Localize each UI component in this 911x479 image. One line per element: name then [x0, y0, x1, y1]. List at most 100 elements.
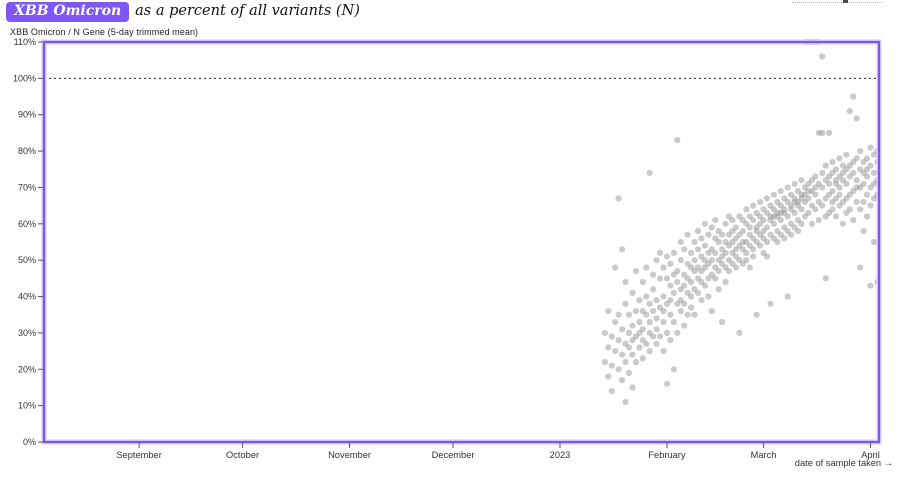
scatter-point[interactable]: [612, 318, 619, 326]
scatter-point[interactable]: [750, 246, 757, 253]
scatter-point[interactable]: [829, 188, 836, 195]
scatter-point[interactable]: [670, 318, 678, 326]
scatter-point[interactable]: [857, 264, 864, 271]
scatter-point[interactable]: [722, 249, 729, 256]
scatter-point[interactable]: [701, 282, 709, 289]
scatter-point[interactable]: [650, 286, 657, 293]
scatter-point[interactable]: [636, 297, 643, 304]
scatter-point[interactable]: [753, 311, 760, 318]
scatter-point[interactable]: [798, 206, 805, 213]
scatter-point[interactable]: [863, 213, 871, 220]
scatter-point[interactable]: [650, 271, 657, 278]
scatter-point[interactable]: [646, 318, 653, 326]
scatter-point[interactable]: [622, 358, 629, 366]
scatter-point[interactable]: [822, 162, 829, 169]
scatter-point[interactable]: [660, 308, 667, 315]
scatter-point[interactable]: [763, 253, 771, 260]
scatter-point[interactable]: [605, 373, 612, 380]
scatter-point[interactable]: [643, 264, 650, 271]
scatter-point[interactable]: [750, 202, 757, 209]
scatter-point[interactable]: [646, 300, 653, 307]
scatter-point[interactable]: [632, 308, 640, 315]
scatter-point[interactable]: [698, 235, 705, 242]
scatter-point[interactable]: [819, 169, 826, 176]
scatter-point[interactable]: [701, 242, 709, 249]
scatter-point[interactable]: [722, 220, 729, 227]
scatter-point[interactable]: [705, 293, 712, 300]
scatter-point[interactable]: [601, 329, 609, 336]
scatter-point[interactable]: [860, 228, 867, 235]
scatter-point[interactable]: [650, 308, 657, 315]
scatter-point[interactable]: [805, 195, 812, 202]
scatter-point[interactable]: [763, 238, 771, 246]
scatter-point[interactable]: [643, 293, 650, 300]
scatter-point[interactable]: [763, 224, 771, 231]
scatter-point[interactable]: [746, 224, 753, 231]
scatter-point[interactable]: [667, 260, 674, 267]
scatter-point[interactable]: [653, 340, 660, 347]
scatter-point[interactable]: [663, 329, 671, 336]
scatter-point[interactable]: [660, 264, 667, 271]
scatter-point[interactable]: [629, 322, 636, 329]
scatter-point[interactable]: [791, 180, 798, 187]
scatter-points[interactable]: [601, 39, 884, 406]
scatter-point[interactable]: [670, 289, 678, 296]
scatter-point[interactable]: [784, 184, 791, 191]
scatter-point[interactable]: [656, 249, 664, 256]
scatter-point[interactable]: [860, 180, 867, 187]
scatter-point[interactable]: [781, 206, 788, 213]
scatter-point[interactable]: [857, 206, 864, 213]
scatter-point[interactable]: [870, 169, 878, 176]
scatter-point[interactable]: [674, 137, 681, 144]
scatter-point[interactable]: [636, 318, 643, 326]
scatter-point[interactable]: [850, 217, 857, 224]
scatter-point[interactable]: [746, 264, 753, 271]
scatter-point[interactable]: [829, 158, 836, 166]
scatter-point[interactable]: [853, 198, 860, 206]
scatter-point[interactable]: [867, 162, 874, 169]
scatter-point[interactable]: [781, 235, 788, 242]
scatter-point[interactable]: [767, 300, 774, 307]
scatter-point[interactable]: [777, 188, 784, 195]
scatter-point[interactable]: [636, 344, 643, 351]
scatter-point[interactable]: [615, 195, 622, 202]
scatter-point[interactable]: [715, 286, 722, 293]
scatter-point[interactable]: [688, 249, 695, 256]
scatter-point[interactable]: [625, 344, 633, 351]
scatter-point[interactable]: [836, 191, 843, 198]
scatter-point[interactable]: [763, 195, 771, 202]
scatter-point[interactable]: [853, 177, 860, 184]
scatter-point[interactable]: [694, 228, 702, 235]
scatter-point[interactable]: [625, 369, 633, 376]
scatter-point[interactable]: [832, 213, 840, 220]
scatter-point[interactable]: [691, 257, 698, 264]
scatter-point[interactable]: [805, 209, 812, 216]
scatter-point[interactable]: [646, 348, 653, 355]
scatter-point[interactable]: [639, 355, 646, 362]
scatter-point[interactable]: [660, 318, 667, 326]
scatter-point[interactable]: [674, 268, 681, 275]
scatter-point[interactable]: [688, 304, 695, 311]
scatter-point[interactable]: [619, 377, 626, 384]
scatter-point[interactable]: [688, 278, 695, 286]
scatter-point[interactable]: [701, 220, 709, 227]
scatter-point[interactable]: [639, 326, 646, 333]
scatter-point[interactable]: [815, 217, 822, 224]
scatter-point[interactable]: [629, 384, 636, 391]
scatter-point[interactable]: [622, 278, 629, 286]
scatter-point[interactable]: [819, 184, 826, 191]
scatter-point[interactable]: [643, 311, 650, 318]
scatter-point[interactable]: [619, 326, 626, 333]
scatter-point[interactable]: [663, 380, 671, 387]
scatter-point[interactable]: [625, 311, 633, 318]
scatter-point[interactable]: [681, 300, 688, 307]
scatter-point[interactable]: [615, 366, 622, 373]
scatter-point[interactable]: [846, 206, 853, 213]
scatter-point[interactable]: [757, 242, 764, 249]
scatter-point[interactable]: [656, 333, 664, 340]
scatter-point[interactable]: [819, 202, 826, 209]
scatter-point[interactable]: [729, 217, 736, 224]
scatter-point[interactable]: [629, 289, 636, 296]
scatter-point[interactable]: [660, 348, 667, 355]
